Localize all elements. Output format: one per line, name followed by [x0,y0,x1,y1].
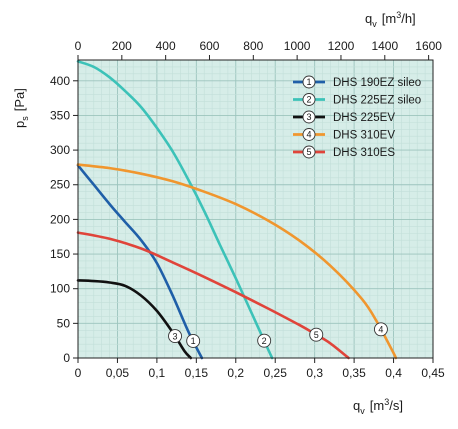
grid [77,59,434,359]
top-x-tick-label: 0 [75,39,82,53]
legend-item-5: 5 DHS 310ES [293,145,395,159]
legend-label: DHS 310EV [333,130,395,142]
curve-marker-1: 1 [186,334,201,348]
legend-marker-number: 4 [306,130,311,140]
legend-marker-number: 3 [306,112,311,122]
curve-2 [76,60,274,360]
legend-marker-number: 1 [306,77,311,87]
legend-marker [302,128,316,141]
top-x-tick-label: 1600 [415,39,442,53]
plot-frame [77,59,434,359]
y-tick-labels: 0 50 100 150 200 250 300 350 400 [50,74,78,365]
y-tick-label: 150 [50,247,70,261]
y-tick-label: 400 [50,74,70,88]
y-tick-label: 50 [57,316,71,330]
x-tick-label: 0,2 [227,366,244,380]
x-tick-label: 0,25 [264,366,288,380]
marker-circle [373,322,388,337]
marker-number: 3 [173,331,178,341]
y-tick-label: 200 [50,212,70,226]
curve-marker-4: 4 [373,322,388,337]
marker-number: 1 [191,336,196,346]
legend-marker-number: 5 [306,147,311,157]
x-tick-label: 0,35 [342,366,366,380]
x-tick-labels: 0 0,05 0,1 0,15 0,2 0,25 0,3 0,35 0,4 0,45 [75,358,445,380]
legend-item-4: 4 DHS 310EV [293,128,395,142]
marker-circle [309,327,324,342]
top-x-tick-label: 1200 [328,39,355,53]
marker-circle [168,329,182,344]
legend-marker-number: 2 [306,95,311,105]
curve-marker-3: 3 [168,329,182,344]
y-tick-label: 0 [63,351,70,365]
legend-label: DHS 225EZ sileo [333,95,421,107]
y-tick-label: 350 [50,108,70,122]
marker-circle [186,334,201,348]
curve-marker-2: 2 [257,333,272,348]
marker-number: 4 [378,325,383,335]
legend-label: DHS 225EV [333,112,395,124]
y-tick-label: 300 [50,143,70,157]
legend-item-3: 3 DHS 225EV [293,110,395,124]
curve-markers: 1 2 3 4 5 [168,322,388,348]
top-x-tick-label: 400 [156,39,176,53]
legend-marker [302,75,316,89]
x-tick-label: 0,4 [385,366,402,380]
x-tick-label: 0 [75,366,82,380]
y-tick-label: 250 [50,178,70,192]
top-x-tick-label: 1400 [371,39,398,53]
x-tick-label: 0,45 [421,366,445,380]
legend-marker [302,110,316,124]
marker-number: 5 [314,330,319,340]
x-tick-label: 0,05 [106,366,130,380]
top-x-tick-label: 200 [112,39,132,53]
legend-item-2: 2 DHS 225EZ sileo [293,93,421,107]
curve-1 [76,164,204,360]
top-x-tick-labels: 0 200 400 600 800 1000 1200 1400 1600 [75,39,442,60]
top-x-tick-label: 800 [243,39,263,53]
x-tick-label: 0,3 [306,366,323,380]
x-tick-label: 0,15 [185,366,209,380]
legend: 1 DHS 190EZ sileo 2 DHS 225EZ sileo 3 DHS 225… [293,75,421,159]
curve-marker-5: 5 [309,327,324,342]
top-x-tick-label: 1000 [284,39,311,53]
plot-area [78,60,433,358]
y-axis-label: ps[Pa] [12,88,30,128]
x-axis-label: qv [m3/s] [353,397,403,416]
curve-3 [76,279,193,360]
marker-circle [257,333,272,348]
legend-marker [302,93,316,106]
legend-marker [302,145,316,159]
top-x-tick-label: 600 [199,39,219,53]
marker-number: 2 [262,336,267,346]
legend-label: DHS 190EZ sileo [333,77,421,89]
x-tick-label: 0,1 [149,366,166,380]
legend-label: DHS 310ES [333,147,395,159]
top-x-axis-label: qv [m3/h] [365,10,416,29]
legend-item-1: 1 DHS 190EZ sileo [293,75,421,89]
y-tick-label: 100 [50,282,70,296]
